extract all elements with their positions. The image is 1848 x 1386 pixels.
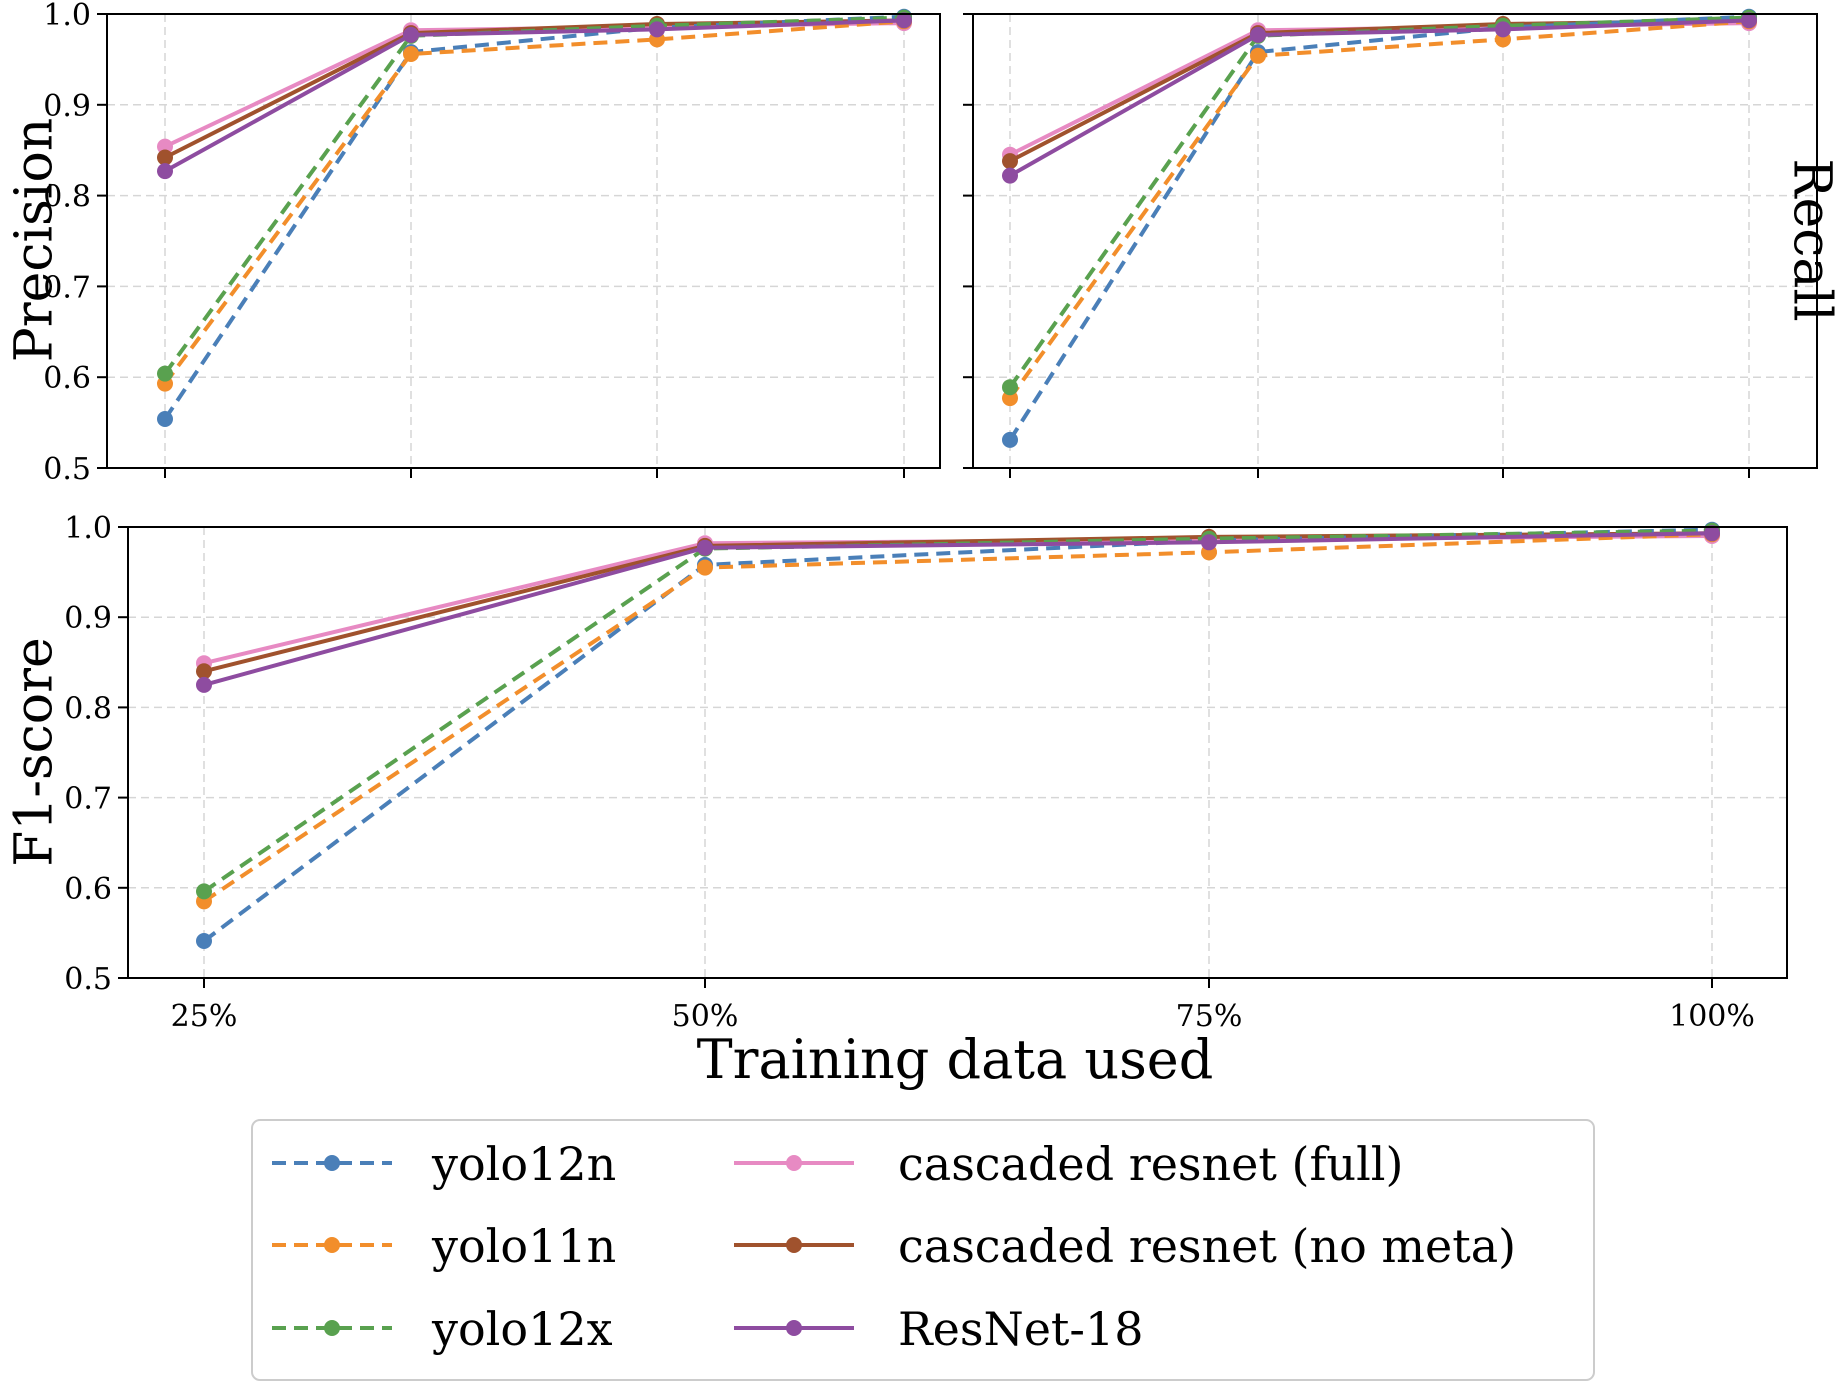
recall-line-yolo12n [1008, 14, 1750, 441]
f1-score-frame [127, 526, 1788, 979]
f1-score-y-tick-label: 0.5 [64, 962, 112, 997]
precision-point-resnet-18 [157, 163, 173, 180]
f1-score-axis-label: F1-score [5, 637, 65, 866]
precision-y-tick-label: 1.0 [43, 0, 91, 33]
precision-line-cascaded-resnet-full [164, 21, 905, 149]
recall-point-yolo11n [1250, 47, 1266, 64]
f1-score-y-tick-label: 0.6 [64, 872, 112, 907]
f1-score-point-resnet-18 [1704, 525, 1720, 542]
f1-score-line-cascaded-resnet-no-meta [203, 531, 1713, 674]
precision-point-yolo12x [157, 365, 173, 382]
recall-panel: Recall [963, 8, 1842, 478]
recall-line-cascaded-resnet-full [1009, 21, 1750, 157]
f1-score-line-cascaded-resnet-full [203, 534, 1713, 666]
f1-score-point-yolo12x [196, 883, 212, 900]
legend: yolo12n yolo11n yolo12x cascaded resnet (fu… [251, 1119, 1595, 1381]
f1-score-line-yolo11n [202, 532, 1713, 903]
legend-marker-yolo12n [324, 1155, 340, 1171]
legend-label-yolo12x: yolo12x [431, 1302, 613, 1356]
recall-line-yolo12x [1008, 15, 1750, 389]
legend-marker-yolo11n [324, 1237, 340, 1253]
recall-line-yolo11n [1008, 19, 1750, 400]
precision-point-cascaded-resnet-no-meta [157, 149, 173, 166]
recall-point-yolo12x [1002, 379, 1018, 396]
legend-label-resnet-18: ResNet-18 [898, 1302, 1144, 1356]
x-tick-label: 50% [672, 999, 739, 1034]
f1-score-y-tick-label: 1.0 [64, 511, 112, 546]
precision-y-tick-label: 0.9 [43, 89, 91, 124]
f1-score-point-cascaded-resnet-no-meta [196, 663, 212, 680]
x-axis-label: Training data used [697, 1028, 1214, 1091]
f1-score-line-yolo12n [202, 527, 1713, 943]
precision-point-yolo11n [403, 46, 419, 62]
precision-line-yolo11n [163, 19, 905, 385]
precision-line-resnet-18 [164, 18, 905, 173]
legend-label-yolo12n: yolo12n [431, 1137, 616, 1191]
recall-point-resnet-18 [1741, 12, 1757, 29]
recall-point-cascaded-resnet-no-meta [1002, 153, 1018, 170]
precision-point-yolo12n [157, 411, 173, 427]
precision-line-yolo12n [163, 14, 905, 421]
legend-marker-resnet-18 [786, 1320, 802, 1336]
f1-score-y-tick-label: 0.8 [64, 691, 112, 726]
x-tick-label: 25% [171, 999, 238, 1034]
f1-score-point-resnet-18 [1201, 534, 1217, 551]
f1-score-y-tick-label: 0.7 [64, 782, 112, 817]
legend-label-cascaded-resnet-full: cascaded resnet (full) [898, 1137, 1403, 1191]
f1-panel: 0.5 0.6 0.7 0.8 0.9 1.0 25% 50% 75% 100% F1-score [5, 511, 1788, 1034]
precision-y-tick-label: 0.5 [43, 452, 91, 487]
x-tick-label: 100% [1669, 999, 1755, 1034]
f1-score-point-yolo11n [697, 559, 713, 576]
precision-axis-label: Precision [5, 118, 65, 363]
recall-axis-label: Recall [1782, 158, 1842, 321]
precision-line-yolo12x [163, 15, 905, 375]
precision-line-cascaded-resnet-no-meta [164, 18, 905, 160]
precision-y-tick-label: 0.8 [43, 180, 91, 215]
precision-panel: 0.5 0.6 0.7 0.8 0.9 1.0 Precision [5, 0, 941, 487]
precision-frame [106, 13, 941, 469]
recall-point-resnet-18 [1002, 167, 1018, 184]
legend-label-yolo11n: yolo11n [431, 1219, 616, 1273]
recall-point-resnet-18 [1495, 21, 1511, 38]
precision-y-tick-label: 0.6 [43, 361, 91, 396]
recall-frame [972, 13, 1818, 469]
precision-point-resnet-18 [649, 21, 665, 38]
legend-marker-cascaded-resnet-full [786, 1155, 802, 1171]
recall-line-resnet-18 [1009, 18, 1750, 178]
f1-score-line-resnet-18 [203, 531, 1713, 687]
precision-y-tick-label: 0.7 [43, 270, 91, 305]
legend-frame [251, 1119, 1595, 1381]
recall-point-resnet-18 [1250, 26, 1266, 43]
precision-point-resnet-18 [403, 26, 419, 43]
legend-marker-yolo12x [324, 1320, 340, 1336]
legend-marker-cascaded-resnet-no-meta [786, 1237, 802, 1253]
f1-score-point-resnet-18 [196, 676, 212, 693]
f1-score-point-yolo12n [196, 933, 212, 949]
recall-point-yolo12n [1002, 431, 1018, 448]
f1-score-y-tick-label: 0.9 [64, 601, 112, 636]
x-tick-label: 75% [1176, 999, 1243, 1034]
legend-label-cascaded-resnet-no-meta: cascaded resnet (no meta) [898, 1219, 1516, 1273]
f1-score-point-resnet-18 [697, 539, 713, 556]
precision-point-resnet-18 [896, 12, 912, 29]
f1-score-line-yolo12x [202, 528, 1713, 894]
